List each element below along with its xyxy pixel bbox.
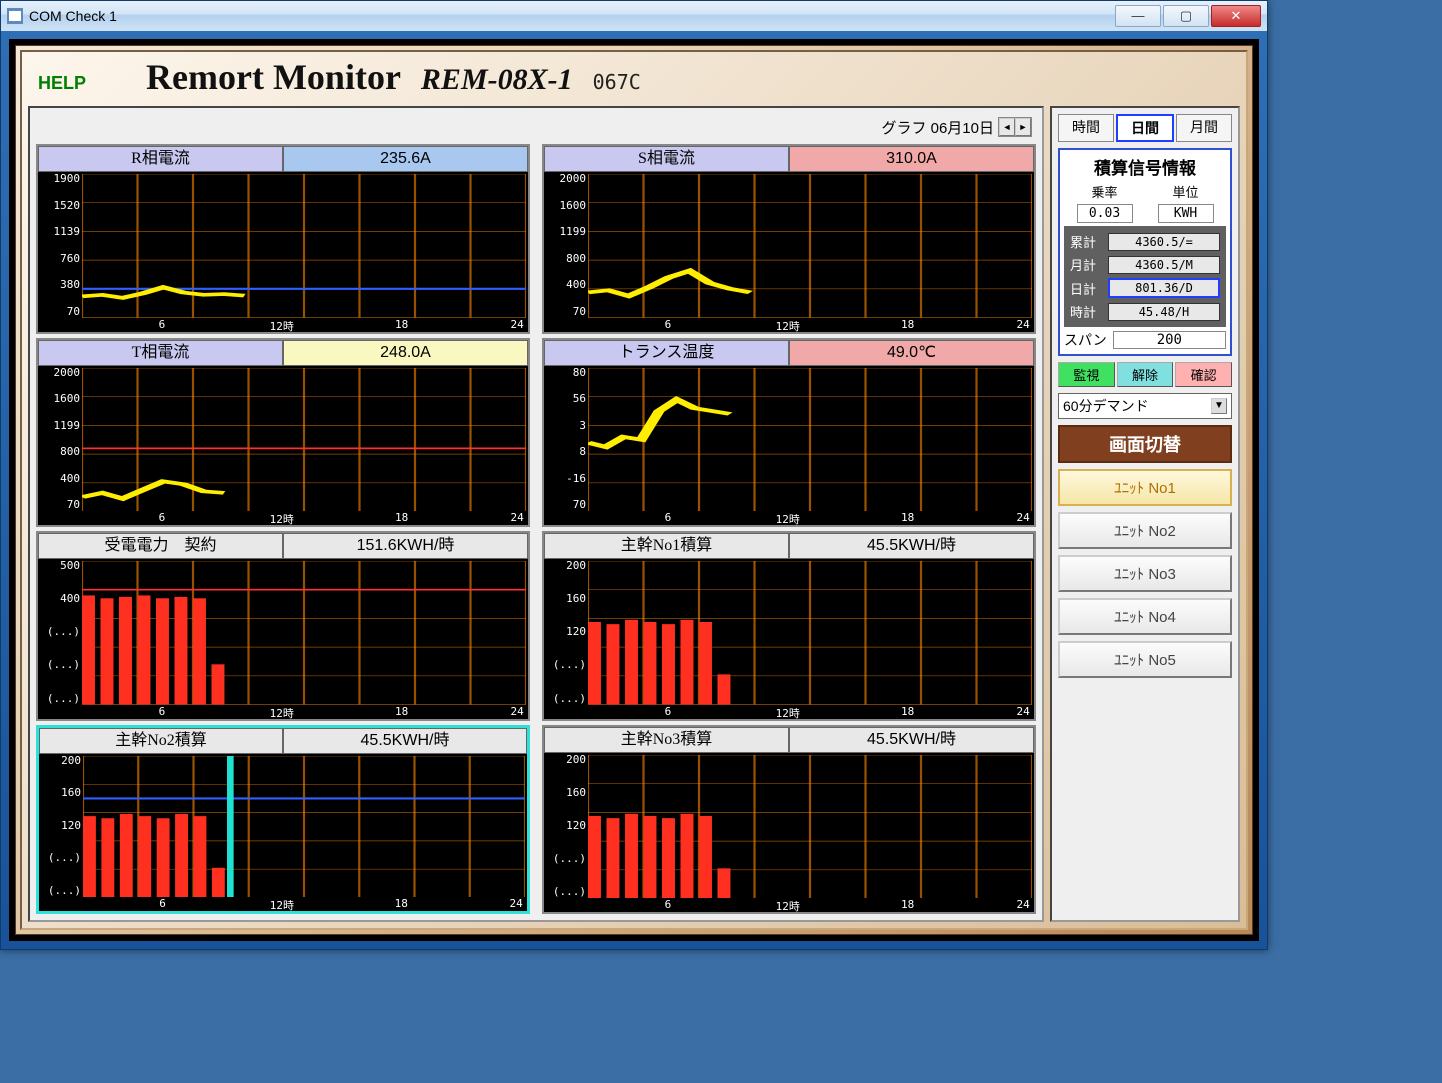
window-title: COM Check 1: [29, 8, 1113, 24]
span-label: スパン: [1064, 330, 1107, 350]
chart-panel-s-current[interactable]: S相電流310.0A20001600119980040070612時1824: [542, 144, 1036, 334]
total-row-3[interactable]: 時計45.48/H: [1070, 302, 1220, 321]
minimize-button[interactable]: —: [1115, 5, 1161, 27]
titlebar[interactable]: COM Check 1 — ▢ ✕: [1, 1, 1267, 31]
unit-label: 単位: [1172, 182, 1198, 201]
app-icon: [7, 8, 23, 24]
panel-title: トランス温度: [544, 340, 789, 366]
panel-value: 45.5KWH/時: [789, 727, 1034, 753]
rate-label: 乗率: [1091, 182, 1117, 201]
integration-info-box: 積算信号情報 乗率 単位 0.03 KWH 累計4360.5/= 月計4360.5…: [1058, 148, 1232, 356]
period-tab-1[interactable]: 日間: [1116, 114, 1174, 142]
chart-panel-power-contract[interactable]: 受電電力 契約151.6KWH/時500400(...)(...)(...)61…: [36, 531, 530, 721]
chart-panel-main2-integ[interactable]: 主幹No2積算45.5KWH/時200160120(...)(...)612時1…: [36, 725, 530, 915]
panel-title: 主幹No1積算: [544, 533, 789, 559]
panel-title: R相電流: [38, 146, 283, 172]
rate-value: 0.03: [1077, 204, 1133, 223]
panel-value: 49.0℃: [789, 340, 1034, 366]
chart-panel-main3-integ[interactable]: 主幹No3積算45.5KWH/時200160120(...)(...)612時1…: [542, 725, 1036, 915]
chart-area: 19001520113976038070612時1824: [38, 172, 528, 332]
sidebar: 時間日間月間 積算信号情報 乗率 単位 0.03 KWH 累計4360.5/= 月…: [1050, 106, 1240, 922]
maximize-button[interactable]: ▢: [1163, 5, 1209, 27]
chart-area: 500400(...)(...)(...)612時1824: [38, 559, 528, 719]
panel-value: 235.6A: [283, 146, 528, 172]
screen-switch-title: 画面切替: [1058, 425, 1232, 463]
total-row-2[interactable]: 日計801.36/D: [1070, 278, 1220, 298]
totals-box: 累計4360.5/= 月計4360.5/M 日計801.36/D 時計45.48/H: [1064, 226, 1226, 327]
chart-panel-trans-temp[interactable]: トランス温度49.0℃805638-1670612時1824: [542, 338, 1036, 528]
panel-value: 248.0A: [283, 340, 528, 366]
chart-panel-t-current[interactable]: T相電流248.0A20001600119980040070612時1824: [36, 338, 530, 528]
charts-grid: グラフ 06月10日 ◄ ► R相電流235.6A190015201139760…: [28, 106, 1044, 922]
panel-value: 310.0A: [789, 146, 1034, 172]
panel-title: T相電流: [38, 340, 283, 366]
brand-title: Remort Monitor: [146, 56, 401, 98]
action-button-0[interactable]: 監視: [1058, 362, 1115, 387]
period-tab-0[interactable]: 時間: [1058, 114, 1114, 142]
chart-area: 200160120(...)(...)612時1824: [544, 753, 1034, 913]
panel-title: 受電電力 契約: [38, 533, 283, 559]
action-button-1[interactable]: 解除: [1117, 362, 1174, 387]
chart-area: 20001600119980040070612時1824: [544, 172, 1034, 332]
chart-panel-main1-integ[interactable]: 主幹No1積算45.5KWH/時200160120(...)(...)612時1…: [542, 531, 1036, 721]
demand-value: 60分デマンド: [1063, 396, 1149, 416]
period-tab-2[interactable]: 月間: [1176, 114, 1232, 142]
unit-button-3[interactable]: ﾕﾆｯﾄ No3: [1058, 555, 1232, 592]
action-button-2[interactable]: 確認: [1175, 362, 1232, 387]
unit-button-5[interactable]: ﾕﾆｯﾄ No5: [1058, 641, 1232, 678]
app-window: COM Check 1 — ▢ ✕ HELP Remort Monitor RE…: [0, 0, 1268, 950]
unit-button-2[interactable]: ﾕﾆｯﾄ No2: [1058, 512, 1232, 549]
panel-title: S相電流: [544, 146, 789, 172]
app-header: HELP Remort Monitor REM-08X-1 067C: [22, 52, 1246, 106]
graph-date-label: グラフ 06月10日: [881, 117, 994, 138]
chart-area: 200160120(...)(...)612時1824: [39, 754, 527, 912]
demand-select[interactable]: 60分デマンド ▼: [1058, 393, 1232, 419]
span-value[interactable]: 200: [1113, 331, 1226, 349]
help-link[interactable]: HELP: [38, 73, 86, 94]
device-code: 067C: [593, 70, 641, 94]
unit-button-4[interactable]: ﾕﾆｯﾄ No4: [1058, 598, 1232, 635]
panel-value: 45.5KWH/時: [283, 728, 527, 754]
close-button[interactable]: ✕: [1211, 5, 1261, 27]
chart-area: 200160120(...)(...)612時1824: [544, 559, 1034, 719]
dropdown-caret-icon: ▼: [1211, 398, 1227, 414]
unit-value: KWH: [1158, 204, 1214, 223]
panel-value: 45.5KWH/時: [789, 533, 1034, 559]
total-row-1[interactable]: 月計4360.5/M: [1070, 255, 1220, 274]
unit-button-1[interactable]: ﾕﾆｯﾄ No1: [1058, 469, 1232, 506]
date-next-button[interactable]: ►: [1015, 118, 1031, 136]
date-prev-button[interactable]: ◄: [999, 118, 1015, 136]
panel-value: 151.6KWH/時: [283, 533, 528, 559]
panel-title: 主幹No3積算: [544, 727, 789, 753]
chart-area: 805638-1670612時1824: [544, 366, 1034, 526]
total-row-0[interactable]: 累計4360.5/=: [1070, 232, 1220, 251]
integration-info-title: 積算信号情報: [1064, 154, 1226, 179]
model-label: REM-08X-1: [421, 63, 573, 97]
panel-title: 主幹No2積算: [39, 728, 283, 754]
chart-panel-r-current[interactable]: R相電流235.6A19001520113976038070612時1824: [36, 144, 530, 334]
date-spinner[interactable]: ◄ ►: [998, 117, 1032, 137]
chart-area: 20001600119980040070612時1824: [38, 366, 528, 526]
